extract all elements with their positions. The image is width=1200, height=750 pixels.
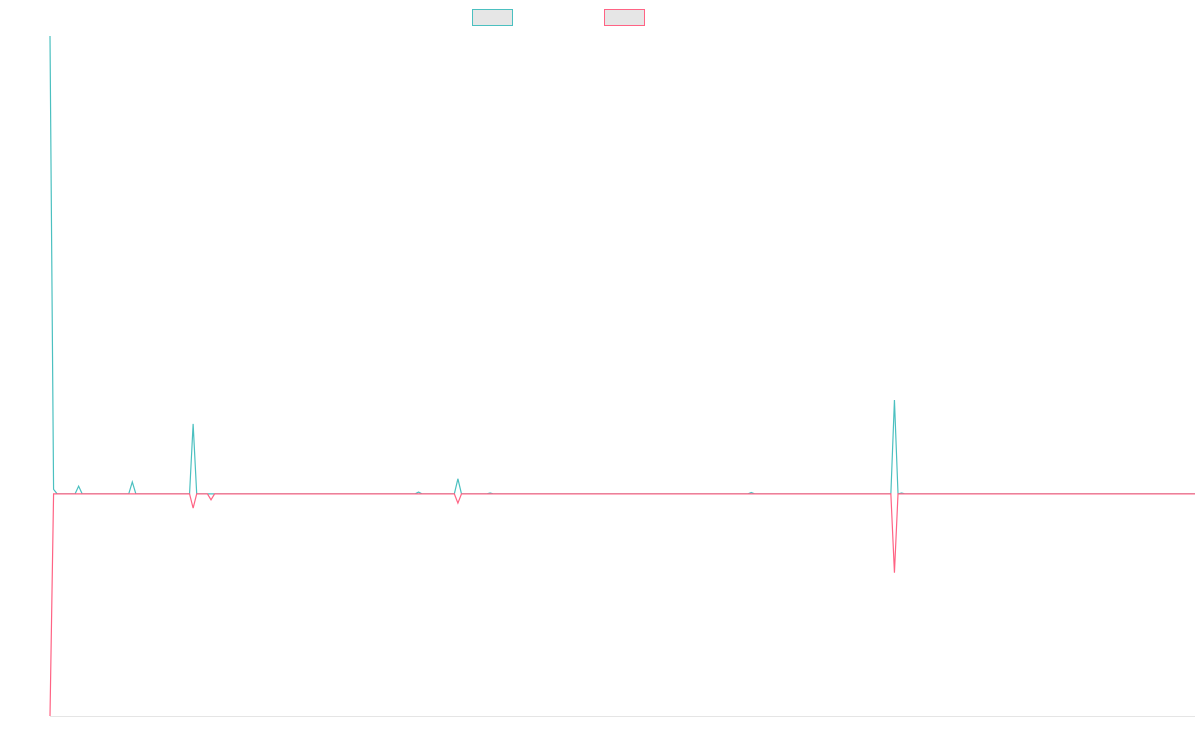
series-line	[49, 35, 1195, 495]
legend-swatch	[472, 9, 513, 26]
series-line	[49, 493, 1195, 717]
legend-swatch	[604, 9, 645, 26]
